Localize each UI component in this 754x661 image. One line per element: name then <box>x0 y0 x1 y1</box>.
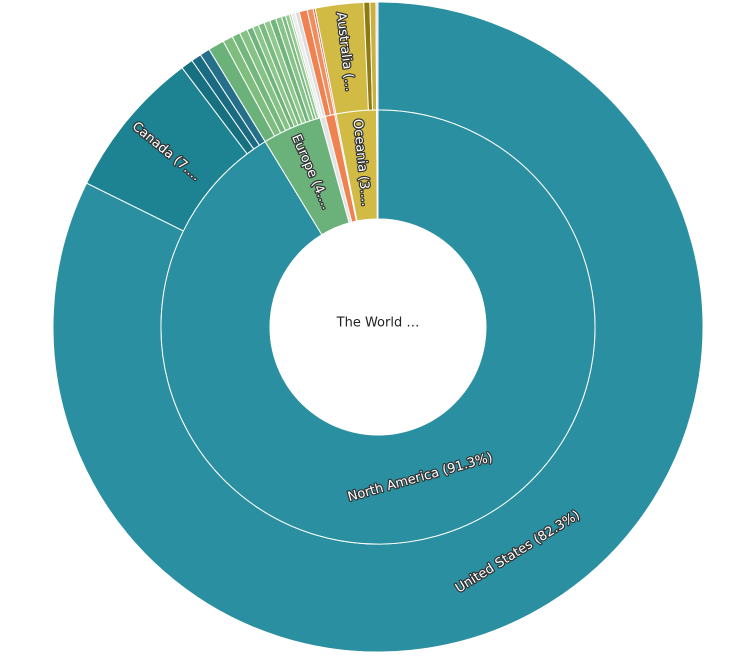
center-hole <box>270 219 486 435</box>
outer-segment <box>375 1 379 111</box>
inner-segment <box>376 109 379 220</box>
inner-segment <box>160 109 596 545</box>
center-label: The World … <box>336 316 420 331</box>
